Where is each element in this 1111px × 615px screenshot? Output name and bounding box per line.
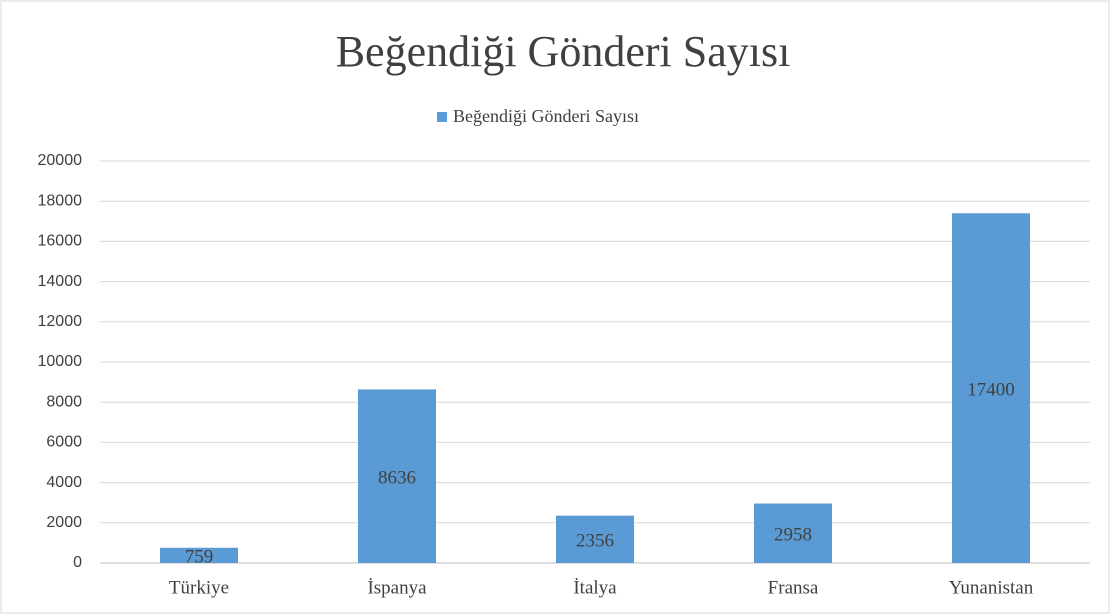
bar xyxy=(160,547,238,563)
bar xyxy=(556,515,634,563)
x-tick-label: İtalya xyxy=(573,577,617,598)
data-label: 17400 xyxy=(967,379,1015,400)
y-tick-label: 0 xyxy=(73,554,82,571)
y-tick-label: 2000 xyxy=(46,514,82,531)
y-tick-label: 18000 xyxy=(38,192,83,209)
chart-title: Beğendiği Gönderi Sayısı xyxy=(336,27,791,76)
data-label: 8636 xyxy=(378,468,416,489)
y-tick-label: 8000 xyxy=(46,393,82,410)
y-tick-label: 12000 xyxy=(38,313,83,330)
bar xyxy=(952,213,1030,563)
x-tick-label: Yunanistan xyxy=(949,577,1034,598)
y-tick-label: 6000 xyxy=(46,434,82,451)
x-tick-label: İspanya xyxy=(367,577,427,598)
data-label: 2958 xyxy=(774,525,812,546)
y-tick-label: 10000 xyxy=(38,353,83,370)
y-tick-label: 16000 xyxy=(38,233,83,250)
legend-swatch xyxy=(437,112,447,122)
y-tick-label: 20000 xyxy=(38,152,83,169)
bar xyxy=(754,503,832,563)
y-tick-label: 14000 xyxy=(38,273,83,290)
bar xyxy=(358,389,436,563)
data-label: 2356 xyxy=(576,531,614,552)
x-tick-label: Türkiye xyxy=(169,577,229,598)
legend-label: Beğendiği Gönderi Sayısı xyxy=(453,106,639,126)
data-label: 759 xyxy=(185,547,214,568)
x-tick-label: Fransa xyxy=(768,577,819,598)
y-tick-label: 4000 xyxy=(46,474,82,491)
